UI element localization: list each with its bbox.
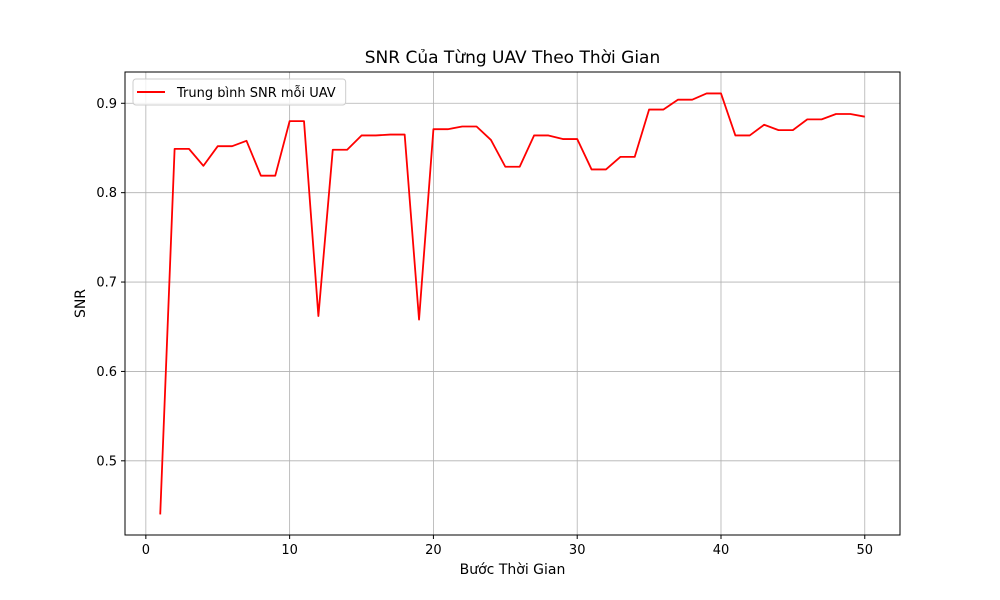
legend-box [132,78,347,106]
chart-title: SNR Của Từng UAV Theo Thời Gian [365,48,661,68]
legend-label: Trung bình SNR mỗi UAV [176,86,336,101]
y-tick-label: 0.8 [96,186,117,201]
x-tick-label: 10 [281,543,298,558]
x-tick-label: 30 [569,543,586,558]
series-layer [159,92,865,515]
y-axis-title: SNR [73,289,89,318]
grid-lines [125,72,900,535]
series-line [159,92,865,515]
x-tick-label: 20 [425,543,442,558]
plot-frame [124,71,901,536]
x-tick-label: 50 [856,543,873,558]
x-tick-label: 0 [142,543,150,558]
y-tick-label: 0.5 [96,454,117,469]
legend: Trung bình SNR mỗi UAV [132,78,347,106]
y-tick-label: 0.6 [96,365,117,380]
y-tick-label: 0.9 [96,97,117,112]
axis-ticks: 0 10 20 30 40 50 0.5 0.6 0.7 0.8 0.9 [96,97,873,558]
x-axis-title: Bước Thời Gian [460,562,566,578]
y-tick-label: 0.7 [96,276,117,291]
x-tick-label: 40 [713,543,730,558]
